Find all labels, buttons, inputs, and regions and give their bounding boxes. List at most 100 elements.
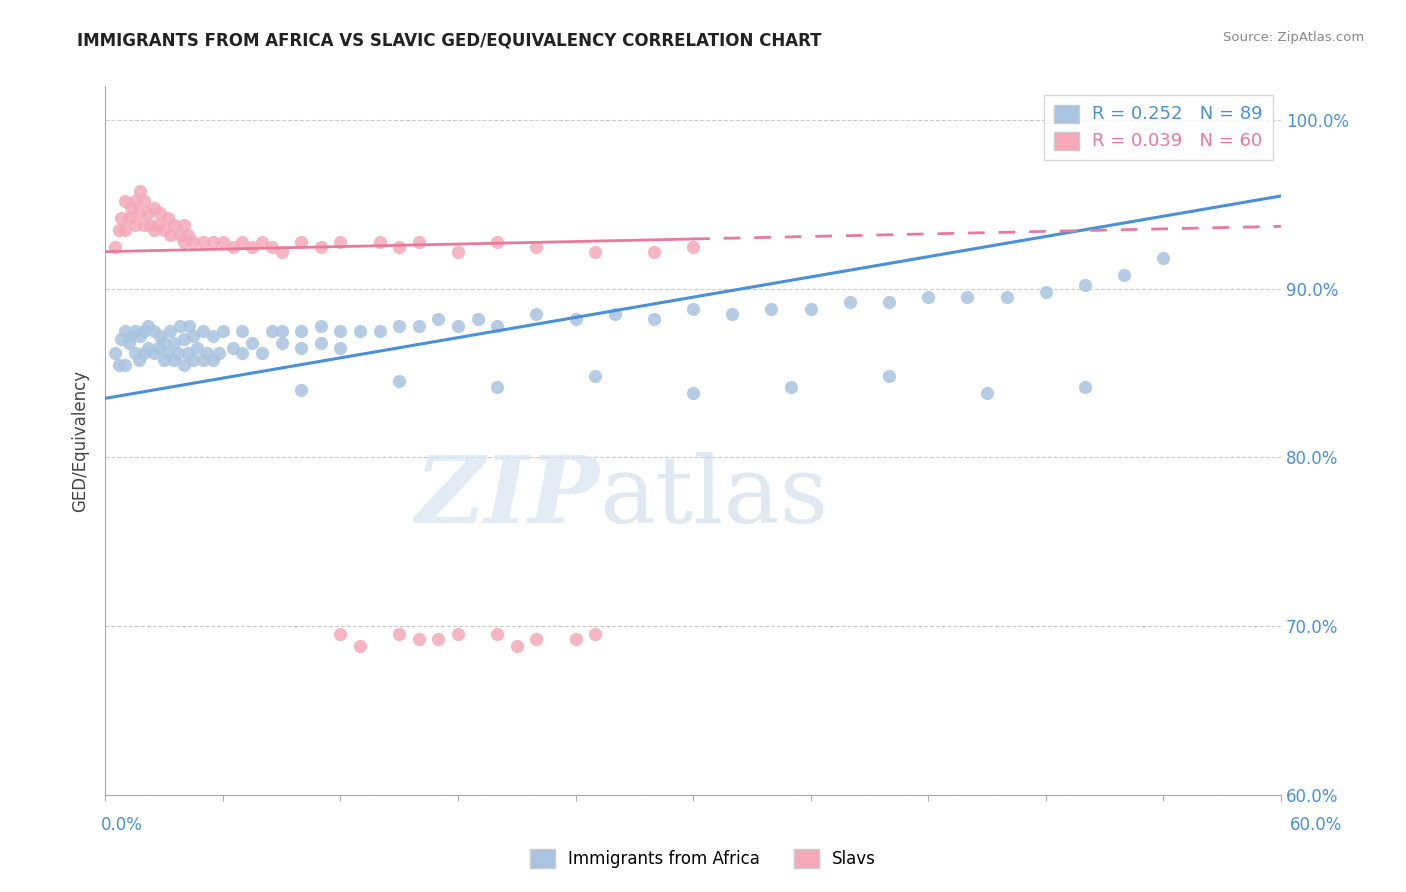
Point: [250, 346, 273, 360]
Point: [388, 627, 411, 641]
Point: [447, 627, 470, 641]
Point: [143, 346, 166, 360]
Point: [240, 239, 263, 253]
Point: [368, 235, 391, 249]
Point: [1074, 379, 1097, 393]
Point: [159, 227, 181, 242]
Point: [995, 290, 1018, 304]
Point: [643, 244, 665, 259]
Point: [524, 307, 547, 321]
Point: [583, 244, 606, 259]
Point: [120, 201, 142, 215]
Point: [153, 335, 176, 350]
Point: [120, 329, 142, 343]
Point: [408, 318, 430, 333]
Point: [108, 223, 131, 237]
Point: [118, 335, 141, 350]
Point: [643, 312, 665, 326]
Point: [349, 639, 371, 653]
Point: [104, 239, 127, 253]
Point: [427, 632, 450, 647]
Point: [208, 346, 231, 360]
Point: [1074, 278, 1097, 293]
Text: 0.0%: 0.0%: [101, 816, 143, 834]
Point: [388, 375, 411, 389]
Point: [136, 341, 159, 355]
Point: [195, 346, 218, 360]
Point: [129, 184, 152, 198]
Point: [231, 324, 253, 338]
Point: [603, 307, 626, 321]
Point: [917, 290, 939, 304]
Point: [128, 206, 150, 220]
Point: [108, 358, 131, 372]
Point: [110, 332, 132, 346]
Point: [124, 218, 146, 232]
Point: [128, 352, 150, 367]
Point: [211, 324, 233, 338]
Point: [134, 324, 156, 338]
Point: [1114, 268, 1136, 283]
Point: [506, 639, 529, 653]
Point: [129, 329, 152, 343]
Point: [221, 341, 243, 355]
Point: [173, 218, 195, 232]
Point: [163, 352, 186, 367]
Point: [114, 223, 136, 237]
Point: [329, 324, 352, 338]
Point: [134, 218, 156, 232]
Point: [329, 627, 352, 641]
Point: [139, 218, 162, 232]
Point: [800, 301, 823, 316]
Point: [124, 194, 146, 208]
Point: [153, 223, 176, 237]
Point: [124, 346, 146, 360]
Point: [447, 244, 470, 259]
Point: [270, 244, 292, 259]
Point: [388, 239, 411, 253]
Point: [486, 235, 509, 249]
Point: [173, 358, 195, 372]
Point: [153, 352, 176, 367]
Point: [110, 211, 132, 225]
Text: atlas: atlas: [599, 452, 828, 542]
Point: [388, 318, 411, 333]
Point: [260, 324, 283, 338]
Point: [163, 218, 186, 232]
Point: [524, 632, 547, 647]
Point: [231, 235, 253, 249]
Point: [143, 324, 166, 338]
Point: [329, 235, 352, 249]
Point: [114, 194, 136, 208]
Point: [149, 329, 172, 343]
Point: [136, 318, 159, 333]
Point: [163, 335, 186, 350]
Point: [104, 346, 127, 360]
Point: [176, 346, 198, 360]
Point: [486, 627, 509, 641]
Point: [250, 235, 273, 249]
Point: [956, 290, 979, 304]
Point: [134, 194, 156, 208]
Point: [1035, 285, 1057, 299]
Point: [260, 239, 283, 253]
Point: [976, 386, 998, 401]
Point: [179, 318, 201, 333]
Point: [838, 295, 860, 310]
Point: [169, 227, 191, 242]
Point: [159, 324, 181, 338]
Point: [721, 307, 744, 321]
Point: [173, 332, 195, 346]
Point: [583, 627, 606, 641]
Point: [118, 211, 141, 225]
Point: [408, 632, 430, 647]
Point: [524, 239, 547, 253]
Point: [176, 227, 198, 242]
Point: [290, 324, 312, 338]
Point: [143, 201, 166, 215]
Point: [290, 235, 312, 249]
Point: [290, 341, 312, 355]
Point: [136, 206, 159, 220]
Legend: R = 0.252   N = 89, R = 0.039   N = 60: R = 0.252 N = 89, R = 0.039 N = 60: [1043, 95, 1272, 161]
Point: [183, 329, 205, 343]
